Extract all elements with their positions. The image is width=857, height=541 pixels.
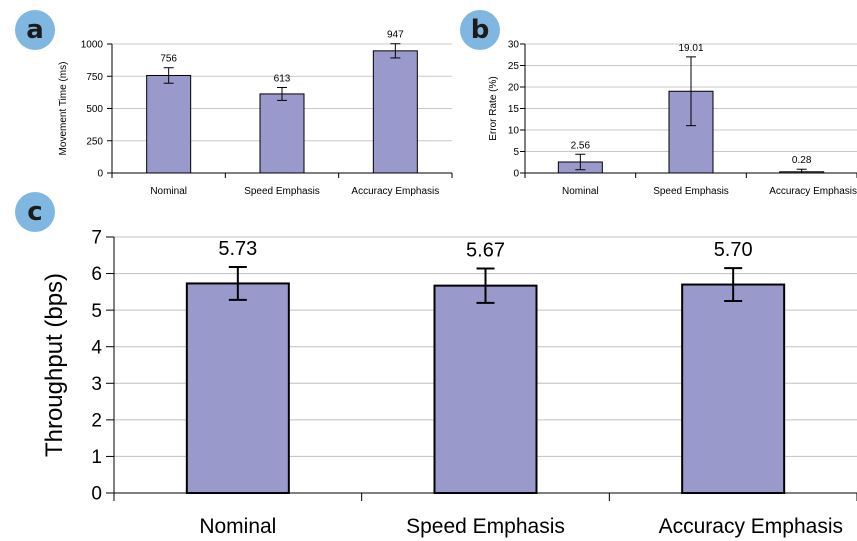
chart-b-error-rate: 0 5 10 15 20 25 30 Error Rate (%) 2.56 Nominal 19.… — [488, 40, 857, 197]
x-category-label: Accuracy Emphasis — [659, 515, 843, 538]
y-tick-label: 250 — [86, 136, 103, 147]
y-tick-label: 30 — [508, 40, 520, 51]
y-axis-label: Error Rate (%) — [488, 76, 499, 140]
data-label: 947 — [387, 30, 404, 41]
y-tick-label: 0 — [91, 484, 102, 505]
data-label: 0.28 — [792, 155, 812, 166]
y-tick-label: 10 — [508, 126, 520, 137]
bar — [259, 93, 305, 174]
data-label: 5.70 — [714, 239, 753, 261]
x-category-label: Nominal — [199, 515, 276, 538]
y-tick-label: 5 — [91, 301, 102, 322]
chart-a-movement-time: 0 250 500 750 1000 Movement Time (ms) 756 Nomin… — [58, 30, 453, 197]
x-category-label: Accuracy Emphasis — [769, 186, 857, 197]
x-category-label: Accuracy Emphasis — [351, 186, 439, 197]
y-tick-label: 0 — [513, 169, 519, 180]
y-tick-label: 1 — [91, 447, 102, 468]
data-label: 613 — [274, 73, 291, 84]
bar — [433, 284, 538, 495]
y-tick-label: 500 — [86, 104, 103, 115]
y-tick-label: 1000 — [81, 40, 104, 51]
y-axis-label: Throughput (bps) — [41, 273, 68, 457]
data-label: 5.73 — [218, 238, 257, 260]
data-label: 5.67 — [466, 239, 505, 261]
y-tick-label: 750 — [86, 72, 103, 83]
x-category-label: Nominal — [562, 186, 599, 197]
data-label: 756 — [160, 54, 177, 65]
bar — [681, 283, 786, 494]
y-tick-label: 7 — [91, 228, 102, 249]
chart-c-throughput: 0 1 2 3 4 5 6 7 Throughput (bps) 5.73 Nominal 5.67 S… — [41, 228, 857, 538]
y-axis-label: Movement Time (ms) — [58, 62, 69, 156]
bar — [146, 74, 192, 174]
bar — [185, 282, 290, 494]
panel-a-badge: a — [15, 10, 55, 50]
x-category-label: Nominal — [150, 186, 187, 197]
y-tick-label: 0 — [97, 169, 103, 180]
panel-c-badge: c — [15, 192, 55, 232]
y-tick-label: 6 — [91, 264, 102, 285]
panel-b-badge: b — [460, 10, 500, 50]
data-label: 2.56 — [571, 140, 591, 151]
y-tick-label: 5 — [513, 147, 519, 158]
data-label: 19.01 — [678, 43, 703, 54]
y-tick-label: 4 — [91, 337, 102, 358]
x-category-label: Speed Emphasis — [244, 186, 320, 197]
y-tick-label: 2 — [91, 411, 102, 432]
x-category-label: Speed Emphasis — [406, 515, 565, 538]
y-tick-label: 20 — [508, 83, 520, 94]
x-category-label: Speed Emphasis — [653, 186, 729, 197]
bar — [372, 50, 418, 174]
y-tick-label: 3 — [91, 374, 102, 395]
y-tick-label: 15 — [508, 104, 520, 115]
y-tick-label: 25 — [508, 61, 520, 72]
